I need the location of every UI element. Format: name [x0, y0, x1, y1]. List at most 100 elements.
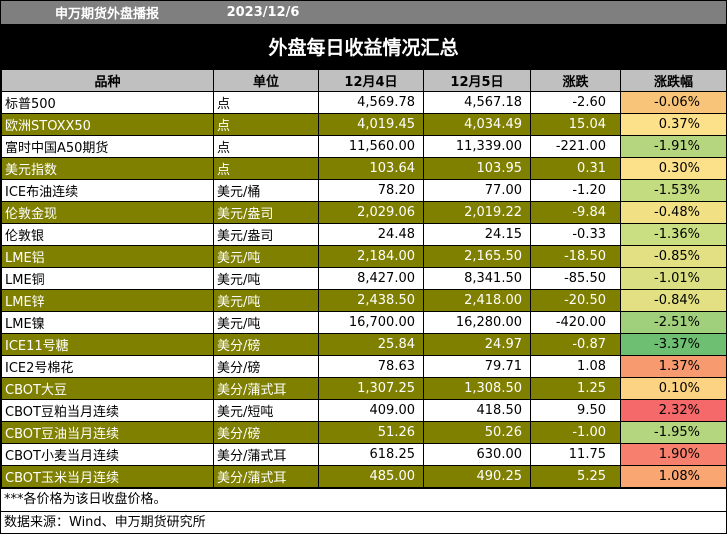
cell-dec4: 618.25 — [318, 443, 424, 466]
footnote-price: ***各价格为该日收盘价格。 — [1, 488, 726, 511]
table-header-row: 品种 单位 12月4日 12月5日 涨跌 涨跌幅 — [1, 69, 727, 92]
table-row: ICE布油连续 美元/桶 78.20 77.00 -1.20 -1.53% — [1, 179, 727, 202]
cell-name: CBOT豆油当月连续 — [1, 421, 214, 444]
report-date: 2023/12/6 — [226, 5, 300, 20]
cell-name: 伦敦金现 — [1, 201, 214, 224]
cell-dec4: 103.64 — [318, 157, 424, 180]
cell-change: 9.50 — [530, 399, 621, 422]
table-row: 标普500 点 4,569.78 4,567.18 -2.60 -0.06% — [1, 91, 727, 114]
cell-unit: 美分/磅 — [213, 421, 319, 444]
cell-change: -18.50 — [530, 245, 621, 268]
cell-name: 欧洲STOXX50 — [1, 113, 214, 136]
cell-pct: -1.53% — [620, 179, 727, 202]
cell-dec4: 4,569.78 — [318, 91, 424, 114]
cell-pct: -0.48% — [620, 201, 727, 224]
cell-pct: -0.84% — [620, 289, 727, 312]
cell-change: -20.50 — [530, 289, 621, 312]
col-header-change: 涨跌 — [530, 69, 621, 92]
cell-unit: 美分/磅 — [213, 355, 319, 378]
cell-dec5: 490.25 — [423, 465, 531, 488]
table-row: CBOT小麦当月连续 美分/蒲式耳 618.25 630.00 11.75 1.90% — [1, 443, 727, 466]
cell-dec5: 103.95 — [423, 157, 531, 180]
cell-name: LME锌 — [1, 289, 214, 312]
cell-unit: 美元/吨 — [213, 311, 319, 334]
cell-unit: 美分/磅 — [213, 333, 319, 356]
cell-dec5: 418.50 — [423, 399, 531, 422]
cell-dec4: 1,307.25 — [318, 377, 424, 400]
returns-table: 品种 单位 12月4日 12月5日 涨跌 涨跌幅 标普500 点 4,569.78 4… — [1, 69, 727, 488]
cell-dec5: 2,418.00 — [423, 289, 531, 312]
table-row: 富时中国A50期货点 11,560.00 11,339.00 -221.00 -1.91… — [1, 135, 727, 158]
footnote-source: 数据来源：Wind、申万期货研究所 — [1, 511, 726, 534]
table-row: ICE11号糖 美分/磅 25.84 24.97 -0.87 -3.37% — [1, 333, 727, 356]
cell-dec5: 630.00 — [423, 443, 531, 466]
cell-dec5: 16,280.00 — [423, 311, 531, 334]
cell-change: -2.60 — [530, 91, 621, 114]
col-header-pct: 涨跌幅 — [620, 69, 727, 92]
cell-name: LME铝 — [1, 245, 214, 268]
cell-pct: 0.37% — [620, 113, 727, 136]
cell-change: -420.00 — [530, 311, 621, 334]
cell-dec5: 77.00 — [423, 179, 531, 202]
cell-pct: -1.36% — [620, 223, 727, 246]
cell-pct: 0.10% — [620, 377, 727, 400]
cell-name: ICE11号糖 — [1, 333, 214, 356]
cell-dec4: 4,019.45 — [318, 113, 424, 136]
cell-unit: 美元/吨 — [213, 289, 319, 312]
cell-name: 美元指数 — [1, 157, 214, 180]
cell-pct: 1.90% — [620, 443, 727, 466]
cell-unit: 美分/蒲式耳 — [213, 465, 319, 488]
cell-dec5: 24.15 — [423, 223, 531, 246]
table-row: 伦敦金现 美元/盎司 2,029.06 2,019.22 -9.84 -0.48% — [1, 201, 727, 224]
cell-name: ICE布油连续 — [1, 179, 214, 202]
cell-pct: 2.32% — [620, 399, 727, 422]
col-header-d2: 12月5日 — [423, 69, 531, 92]
cell-change: 15.04 — [530, 113, 621, 136]
cell-name: LME铜 — [1, 267, 214, 290]
cell-pct: 1.37% — [620, 355, 727, 378]
table-row: ICE2号棉花 美分/磅 78.63 79.71 1.08 1.37% — [1, 355, 727, 378]
cell-unit: 美元/盎司 — [213, 201, 319, 224]
table-row: LME镍 美元/吨 16,700.00 16,280.00 -420.00 -2.51% — [1, 311, 727, 334]
cell-name: ICE2号棉花 — [1, 355, 214, 378]
cell-pct: -0.06% — [620, 91, 727, 114]
cell-dec5: 4,034.49 — [423, 113, 531, 136]
cell-pct: -2.51% — [620, 311, 727, 334]
cell-name: 伦敦银 — [1, 223, 214, 246]
header-bar: 申万期货外盘播报 2023/12/6 — [1, 1, 726, 24]
brand-label: 申万期货外盘播报 — [54, 7, 159, 22]
table-row: CBOT豆油当月连续 美分/磅 51.26 50.26 -1.00 -1.95% — [1, 421, 727, 444]
cell-dec5: 11,339.00 — [423, 135, 531, 158]
table-row: 欧洲STOXX50 点 4,019.45 4,034.49 15.04 0.37% — [1, 113, 727, 136]
cell-unit: 点 — [213, 135, 319, 158]
table-row: CBOT大豆 美分/蒲式耳 1,307.25 1,308.50 1.25 0.10% — [1, 377, 727, 400]
cell-unit: 美元/盎司 — [213, 223, 319, 246]
cell-dec5: 24.97 — [423, 333, 531, 356]
cell-pct: -1.91% — [620, 135, 727, 158]
cell-dec4: 24.48 — [318, 223, 424, 246]
cell-dec4: 2,029.06 — [318, 201, 424, 224]
cell-dec4: 409.00 — [318, 399, 424, 422]
cell-dec4: 25.84 — [318, 333, 424, 356]
cell-name: 标普500 — [1, 91, 214, 114]
cell-dec5: 2,165.50 — [423, 245, 531, 268]
cell-unit: 点 — [213, 91, 319, 114]
cell-name: LME镍 — [1, 311, 214, 334]
cell-name: CBOT小麦当月连续 — [1, 443, 214, 466]
table-row: LME铝 美元/吨 2,184.00 2,165.50 -18.50 -0.85% — [1, 245, 727, 268]
cell-unit: 美元/吨 — [213, 267, 319, 290]
cell-dec4: 11,560.00 — [318, 135, 424, 158]
cell-change: -9.84 — [530, 201, 621, 224]
col-header-d1: 12月4日 — [318, 69, 424, 92]
cell-dec5: 79.71 — [423, 355, 531, 378]
cell-unit: 美元/吨 — [213, 245, 319, 268]
table-row: LME锌 美元/吨 2,438.50 2,418.00 -20.50 -0.84% — [1, 289, 727, 312]
cell-unit: 美元/桶 — [213, 179, 319, 202]
cell-dec5: 2,019.22 — [423, 201, 531, 224]
cell-dec5: 4,567.18 — [423, 91, 531, 114]
cell-change: -85.50 — [530, 267, 621, 290]
cell-change: 1.08 — [530, 355, 621, 378]
cell-pct: -1.95% — [620, 421, 727, 444]
cell-dec4: 78.63 — [318, 355, 424, 378]
